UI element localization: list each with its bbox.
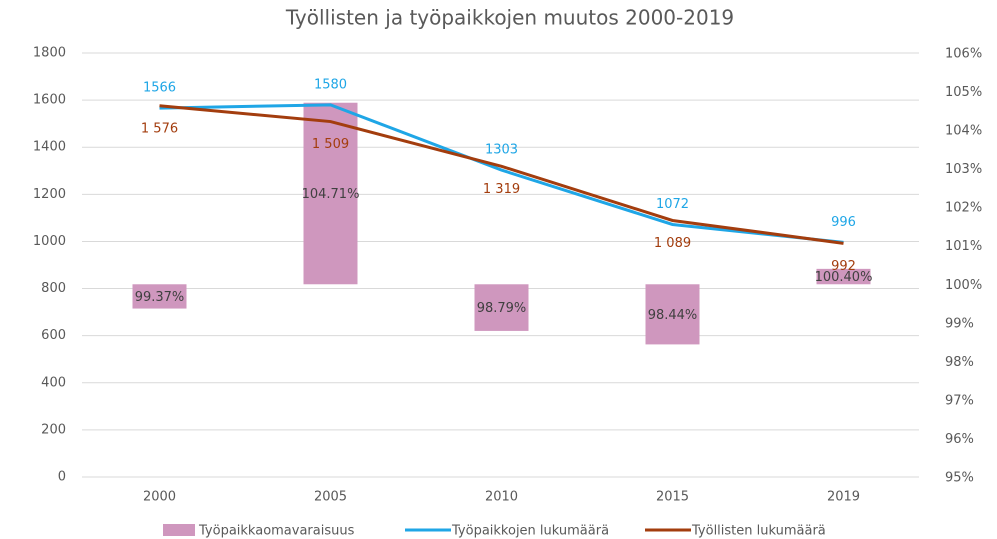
y-tick-label: 1000 [33,234,66,249]
x-tick-label: 2010 [485,490,518,505]
line-value-label: 996 [831,215,856,230]
y-tick-label: 0 [58,470,66,485]
line [159,103,844,244]
y-tick-label: 800 [41,281,66,296]
bar [132,284,187,309]
line-value-label: 1 509 [312,137,349,152]
y-tick-label: 200 [41,422,66,437]
line-value-label: 1303 [485,143,518,158]
y2-tick-label: 104% [945,124,982,139]
line-value-label: 1580 [314,77,347,92]
line-value-label: 1 576 [141,121,178,136]
y2-tick-label: 95% [945,471,974,486]
x-tick-label: 2005 [314,490,347,505]
y2-tick-label: 100% [945,278,982,293]
bar [645,284,700,345]
line-value-label: 992 [831,259,856,274]
x-tick-label: 2019 [827,490,860,505]
legend-label: Työpaikkojen lukumäärä [451,524,609,539]
y-tick-label: 400 [41,375,66,390]
legend-swatch [163,524,195,536]
bar [303,102,358,285]
y-tick-label: 600 [41,328,66,343]
line-value-label: 1 319 [483,182,520,197]
y-tick-label: 1800 [33,46,66,61]
y2-tick-label: 98% [945,355,974,370]
y2-tick-label: 99% [945,316,974,331]
y2-tick-label: 106% [945,47,982,62]
y2-tick-label: 96% [945,432,974,447]
y-tick-label: 1600 [33,93,66,108]
line-value-label: 1 089 [654,236,691,251]
x-tick-label: 2015 [656,490,689,505]
y2-tick-label: 97% [945,393,974,408]
bar-value-label: 98.44% [648,308,698,323]
bar [474,284,529,331]
chart-title: Työllisten ja työpaikkojen muutos 2000-2… [285,6,734,30]
line-value-label: 1566 [143,81,176,96]
y-tick-label: 1400 [33,140,66,155]
line [159,104,844,245]
bar [816,268,871,285]
bar-value-label: 98.79% [477,301,527,316]
y2-tick-label: 102% [945,201,982,216]
x-tick-label: 2000 [143,490,176,505]
legend-label: Työllisten lukumäärä [691,524,826,539]
bar-value-label: 100.40% [815,270,873,285]
y-tick-label: 1200 [33,187,66,202]
legend-label: Työpaikkaomavaraisuus [198,524,355,539]
y2-tick-label: 101% [945,239,982,254]
bar-value-label: 99.37% [135,290,185,305]
bar-value-label: 104.71% [302,187,360,202]
y2-tick-label: 103% [945,162,982,177]
line-value-label: 1072 [656,197,689,212]
y2-tick-label: 105% [945,85,982,100]
